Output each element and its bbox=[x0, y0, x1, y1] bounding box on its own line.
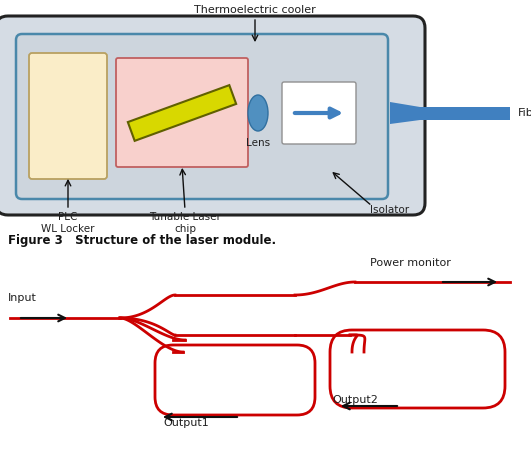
FancyBboxPatch shape bbox=[116, 58, 248, 167]
Text: Tunable Laser
chip: Tunable Laser chip bbox=[149, 212, 221, 234]
Text: Lens: Lens bbox=[246, 138, 270, 148]
FancyBboxPatch shape bbox=[16, 34, 388, 199]
Ellipse shape bbox=[248, 95, 268, 131]
Text: Power monitor: Power monitor bbox=[370, 258, 451, 268]
Text: Input: Input bbox=[8, 293, 37, 303]
Text: Thermoelectric cooler: Thermoelectric cooler bbox=[194, 5, 316, 15]
Text: Isolator: Isolator bbox=[370, 205, 409, 215]
Polygon shape bbox=[128, 85, 236, 141]
Text: Fiber: Fiber bbox=[518, 108, 531, 118]
Text: Figure 3   Structure of the laser module.: Figure 3 Structure of the laser module. bbox=[8, 234, 276, 247]
FancyBboxPatch shape bbox=[29, 53, 107, 179]
Text: PLC
WL Locker: PLC WL Locker bbox=[41, 212, 95, 234]
FancyArrowPatch shape bbox=[295, 109, 339, 117]
FancyBboxPatch shape bbox=[282, 82, 356, 144]
Text: Output1: Output1 bbox=[163, 418, 209, 428]
Polygon shape bbox=[390, 102, 510, 124]
FancyBboxPatch shape bbox=[0, 16, 425, 215]
Text: Output2: Output2 bbox=[332, 395, 378, 405]
